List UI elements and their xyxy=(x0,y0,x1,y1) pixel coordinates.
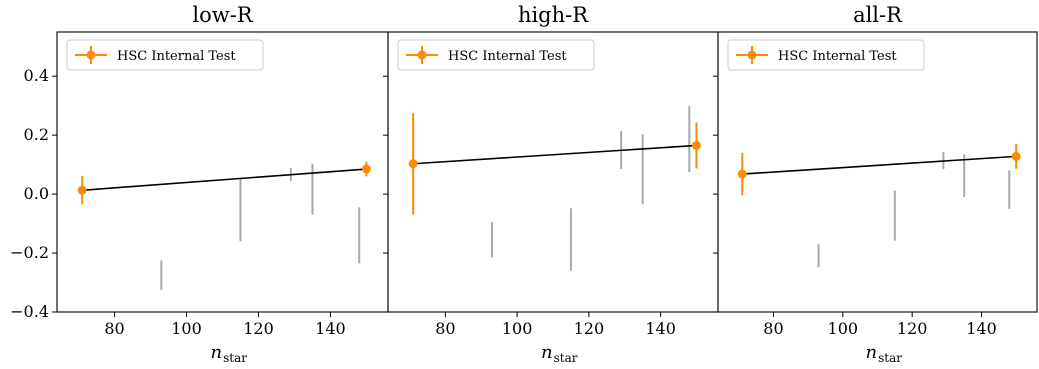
y-tick-label: 0.4 xyxy=(24,66,49,85)
x-tick-label: 120 xyxy=(897,319,928,338)
x-axis-label: nstar xyxy=(541,342,578,365)
x-tick-label: 100 xyxy=(502,319,533,338)
axes-frame xyxy=(717,31,1038,313)
panel-3: all-R 80 100 120 140 nstar HSC Internal Test xyxy=(713,3,1038,365)
panel-title: low-R xyxy=(192,3,253,27)
fit-line xyxy=(82,168,367,192)
fit-line xyxy=(742,155,1017,175)
axes-frame xyxy=(387,31,719,313)
x-tick-label: 140 xyxy=(315,319,346,338)
highlight-point xyxy=(77,185,87,195)
highlight-point xyxy=(691,140,701,150)
panels: low-R 80 100 120 140 −0.4 −0.2 0.0 0.2 0.4 nstar HS… xyxy=(10,3,1038,365)
legend-box xyxy=(397,39,595,71)
highlight-point xyxy=(737,169,747,179)
x-axis-label-subscript: star xyxy=(554,351,578,365)
legend-label: HSC Internal Test xyxy=(778,49,897,64)
legend-marker-point xyxy=(417,50,427,60)
panel-1: low-R 80 100 120 140 −0.4 −0.2 0.0 0.2 0.4 nstar HS… xyxy=(10,3,389,365)
highlight-point xyxy=(408,159,418,169)
axes-frame xyxy=(56,31,389,313)
highlight-point xyxy=(361,164,371,174)
y-tick-label: 0.0 xyxy=(24,184,49,203)
panel-2: high-R 80 100 120 140 nstar HSC Internal Test xyxy=(383,3,719,365)
panel-title: high-R xyxy=(518,3,589,27)
legend-label: HSC Internal Test xyxy=(448,49,567,64)
legend-box xyxy=(727,39,925,71)
x-tick-label: 80 xyxy=(435,319,455,338)
y-tick-label: 0.2 xyxy=(24,125,49,144)
x-tick-label: 120 xyxy=(243,319,274,338)
legend-label: HSC Internal Test xyxy=(117,49,236,64)
legend-marker-point xyxy=(747,50,757,60)
highlight-point xyxy=(1011,151,1021,161)
legend-box xyxy=(66,39,264,71)
x-tick-label: 100 xyxy=(171,319,202,338)
x-tick-label: 140 xyxy=(966,319,997,338)
x-tick-label: 80 xyxy=(104,319,124,338)
panel-title: all-R xyxy=(853,3,903,27)
y-tick-label: −0.2 xyxy=(10,243,49,262)
y-tick-label: −0.4 xyxy=(10,302,49,321)
x-axis-label-subscript: star xyxy=(878,351,902,365)
x-axis-label: nstar xyxy=(866,342,903,365)
fit-line xyxy=(413,144,697,165)
x-axis-label: nstar xyxy=(211,342,248,365)
x-axis-label-subscript: star xyxy=(223,351,247,365)
x-tick-label: 120 xyxy=(574,319,605,338)
x-tick-label: 140 xyxy=(645,319,676,338)
x-tick-label: 100 xyxy=(828,319,859,338)
x-tick-label: 80 xyxy=(763,319,783,338)
legend-marker-point xyxy=(86,50,96,60)
